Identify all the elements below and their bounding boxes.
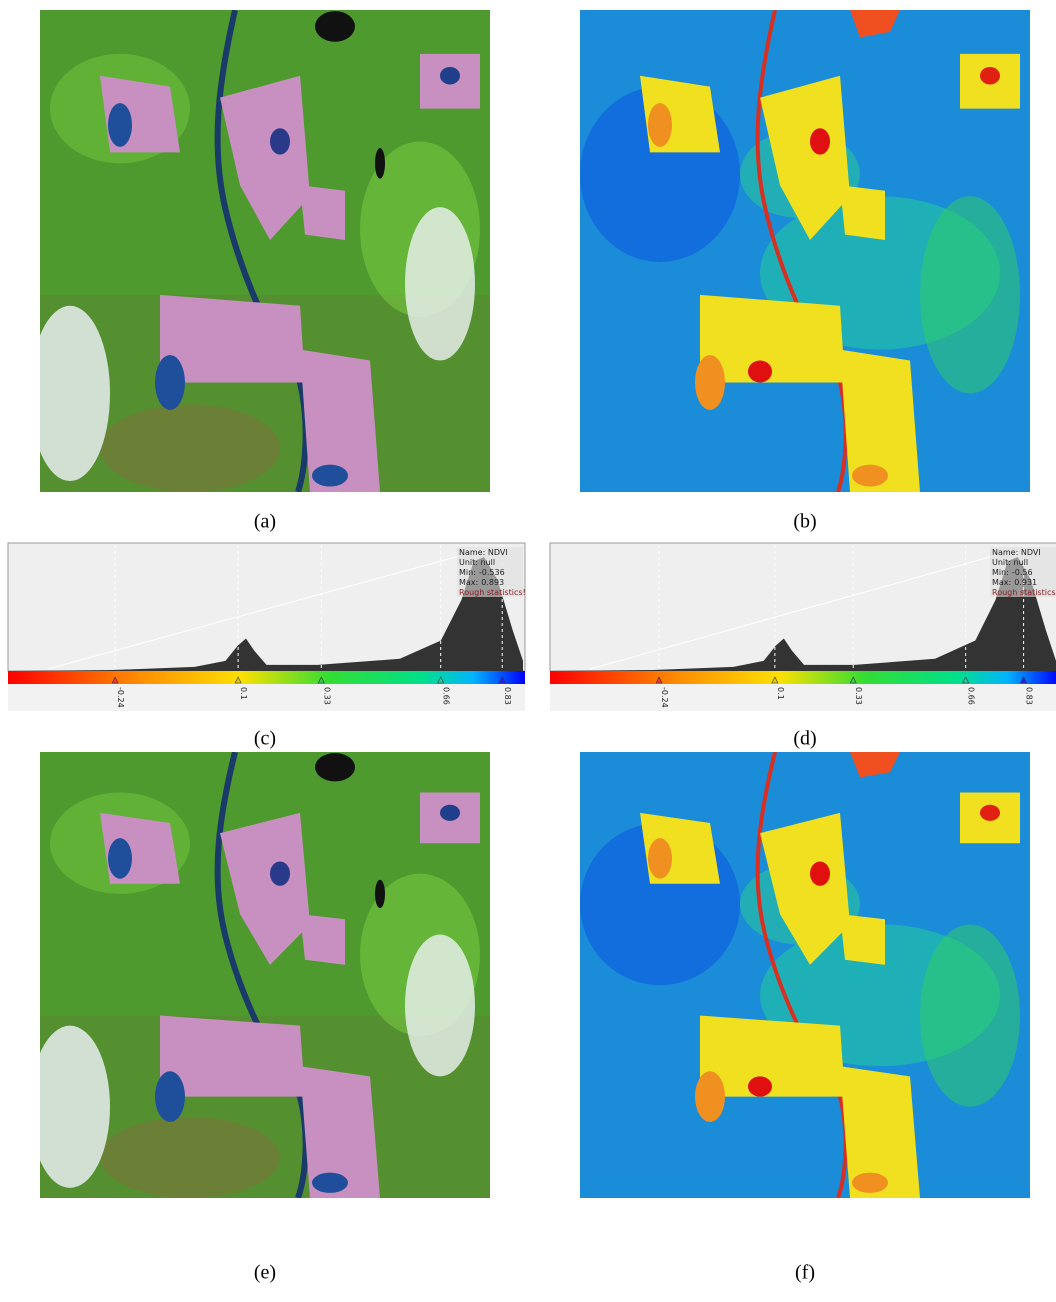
colorbar [550,671,1056,684]
colorbar [8,671,525,684]
min-value: -0.56 [1012,568,1033,577]
tick-label: 0.33 [854,687,863,705]
info-unit: Unit: null [459,558,495,567]
caption: (b) [793,511,816,533]
min-value: -0.536 [479,568,505,577]
caption: (a) [254,511,276,533]
tick-label: -0.24 [660,687,669,708]
info-name: Name: NDVI [459,548,508,557]
info-max: Max:0.931 [992,578,1037,587]
max-label: Max: [992,578,1011,587]
satellite-image [30,10,490,492]
info-note: Rough statistics! [992,588,1056,597]
tick-label: 0.1 [776,687,785,700]
tick-label: -0.24 [116,687,125,708]
tick-label: 0.66 [967,687,976,705]
caption: (d) [793,728,816,750]
info-min: Min:-0.56 [992,568,1033,577]
tick-label: 0.33 [322,687,331,705]
info-name: Name: NDVI [992,548,1041,557]
caption: (f) [795,1262,815,1284]
tick-label: 0.1 [239,687,248,700]
min-label: Min: [459,568,476,577]
ndvi-image [580,752,1030,1198]
max-value: 0.931 [1014,578,1037,587]
info-note: Rough statistics! [459,588,526,597]
tick-label: 0.83 [503,687,512,705]
info-unit: Unit: null [992,558,1028,567]
info-min: Min:-0.536 [459,568,505,577]
tick-label: 0.66 [442,687,451,705]
info-max: Max:0.893 [459,578,504,587]
ndvi-image [580,10,1030,492]
caption: (e) [254,1262,276,1284]
tick-label: 0.83 [1025,687,1034,705]
max-value: 0.893 [481,578,504,587]
min-label: Min: [992,568,1009,577]
max-label: Max: [459,578,478,587]
figure: (a) (b) (e) (f) -0.24 0.1 0.33 0.66 0.83 Name… [0,0,1056,1302]
caption: (c) [254,728,276,750]
satellite-image [30,752,490,1198]
